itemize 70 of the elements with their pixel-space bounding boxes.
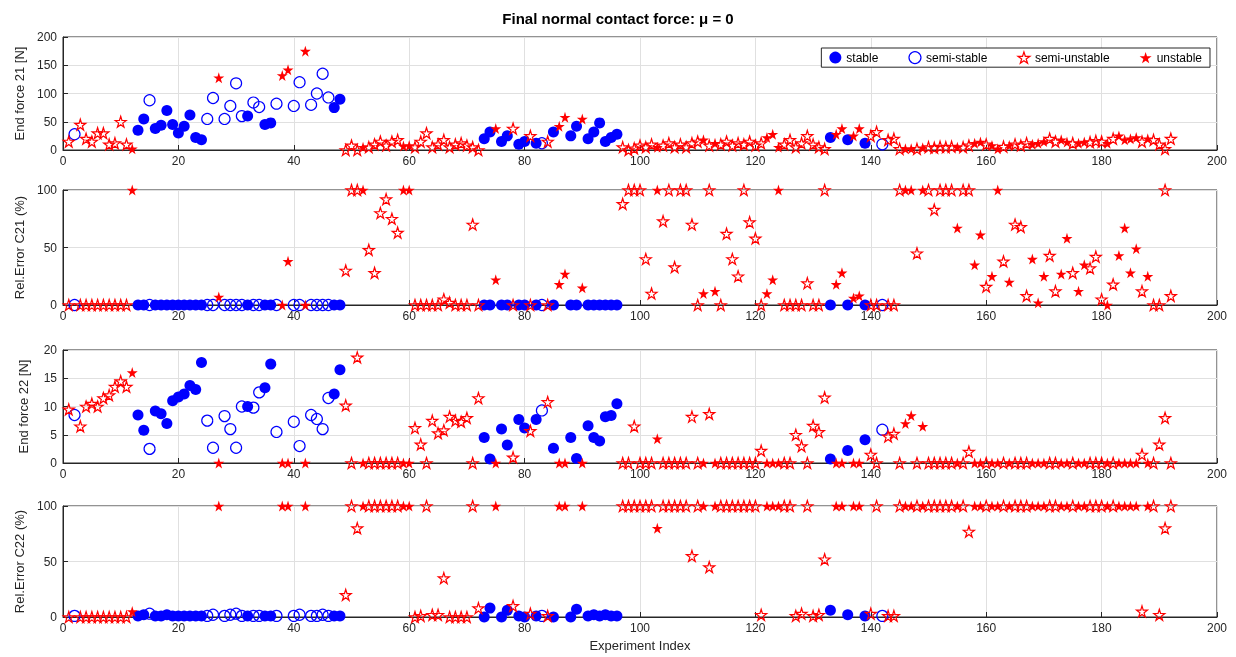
y-tick-label: 0 [50, 610, 58, 624]
x-tick-label: 80 [517, 309, 532, 323]
y-tick-label: 20 [43, 343, 58, 357]
x-tick-label: 180 [1091, 467, 1112, 481]
legend-label: semi-unstable [1034, 50, 1110, 65]
x-tick-label: 120 [745, 154, 766, 168]
x-tick-label: 100 [629, 309, 651, 323]
x-tick-label: 160 [976, 467, 997, 481]
legend-label: unstable [1156, 50, 1203, 65]
x-tick-label: 60 [402, 621, 417, 635]
x-tick-label: 60 [402, 309, 417, 323]
y-axis-title: End force 21 [N] [12, 46, 28, 141]
y-axis-title: Rel.Error C22 (%) [12, 509, 28, 614]
y-tick-label: 100 [36, 183, 58, 197]
x-tick-label: 0 [59, 621, 67, 635]
x-tick-label: 180 [1091, 154, 1112, 168]
x-tick-label: 20 [171, 154, 186, 168]
x-tick-label: 80 [517, 154, 532, 168]
y-tick-label: 0 [50, 143, 58, 157]
x-tick-label: 200 [1206, 467, 1228, 481]
x-tick-label: 160 [976, 621, 997, 635]
x-tick-label: 200 [1206, 154, 1228, 168]
x-tick-label: 160 [976, 309, 997, 323]
x-tick-label: 140 [860, 467, 882, 481]
x-tick-label: 0 [59, 467, 67, 481]
x-tick-label: 0 [59, 309, 67, 323]
x-tick-label: 200 [1206, 309, 1228, 323]
x-tick-label: 40 [287, 621, 301, 635]
x-tick-label: 40 [287, 467, 301, 481]
y-tick-label: 10 [43, 399, 58, 414]
y-tick-label: 50 [43, 554, 58, 569]
x-tick-label: 40 [287, 309, 301, 323]
x-tick-label: 120 [745, 621, 766, 635]
x-tick-label: 140 [860, 309, 882, 323]
x-tick-label: 200 [1206, 621, 1228, 635]
chart-title: Final normal contact force: μ = 0 [502, 10, 734, 27]
x-tick-label: 60 [402, 154, 417, 168]
x-tick-label: 80 [517, 621, 532, 635]
y-tick-label: 50 [43, 114, 58, 129]
x-tick-label: 160 [976, 154, 997, 168]
x-tick-label: 60 [402, 467, 417, 481]
y-tick-label: 50 [43, 240, 58, 255]
x-axis-title: Experiment Index [589, 638, 692, 653]
x-tick-label: 180 [1091, 309, 1112, 323]
y-tick-label: 150 [36, 58, 58, 73]
x-tick-label: 140 [860, 154, 882, 168]
x-tick-label: 100 [629, 154, 651, 168]
y-tick-label: 15 [43, 371, 58, 386]
x-tick-label: 20 [171, 467, 186, 481]
y-tick-label: 200 [36, 30, 58, 44]
y-tick-label: 5 [50, 427, 58, 442]
legend-label: semi-stable [925, 50, 988, 65]
x-tick-label: 80 [517, 467, 532, 481]
x-tick-label: 100 [629, 467, 651, 481]
y-tick-label: 100 [36, 86, 58, 101]
x-tick-label: 20 [171, 309, 186, 323]
x-tick-label: 180 [1091, 621, 1112, 635]
x-tick-label: 0 [59, 154, 67, 168]
x-tick-label: 20 [171, 621, 186, 635]
y-tick-label: 100 [36, 499, 58, 513]
x-tick-label: 100 [629, 621, 651, 635]
y-tick-label: 0 [50, 456, 58, 470]
x-tick-label: 120 [745, 467, 766, 481]
y-tick-label: 0 [50, 298, 58, 312]
x-tick-label: 140 [860, 621, 882, 635]
x-tick-label: 40 [287, 154, 301, 168]
y-axis-title: End force 22 [N] [16, 359, 31, 454]
x-tick-label: 120 [745, 309, 766, 323]
y-axis-title: Rel.Error C21 (%) [12, 195, 28, 300]
legend-label: stable [846, 50, 879, 65]
